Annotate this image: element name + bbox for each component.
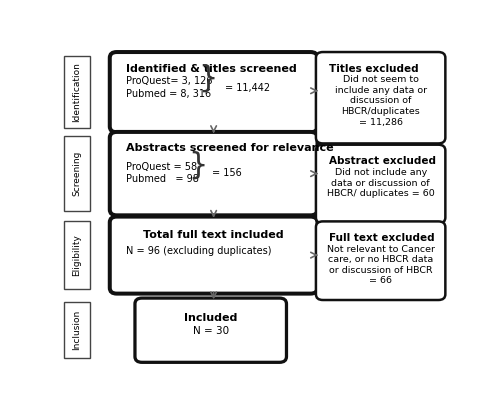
FancyBboxPatch shape (64, 136, 90, 211)
FancyBboxPatch shape (110, 132, 318, 215)
Text: = 11,442: = 11,442 (226, 83, 270, 93)
Text: ProQuest = 58: ProQuest = 58 (126, 161, 198, 172)
Text: Titles excluded: Titles excluded (328, 63, 418, 73)
Text: data or discussion of: data or discussion of (332, 178, 430, 188)
Text: = 156: = 156 (212, 168, 242, 178)
Text: care, or no HBCR data: care, or no HBCR data (328, 255, 434, 264)
FancyBboxPatch shape (316, 52, 446, 144)
Text: Identification: Identification (72, 62, 82, 122)
Text: Abstracts screened for relevance: Abstracts screened for relevance (126, 144, 334, 154)
Text: N = 96 (excluding duplicates): N = 96 (excluding duplicates) (126, 247, 272, 256)
Text: N = 30: N = 30 (192, 326, 229, 336)
Text: Pubmed   = 98: Pubmed = 98 (126, 174, 200, 184)
Text: ProQuest= 3, 126: ProQuest= 3, 126 (126, 76, 213, 86)
Text: Abstract excluded: Abstract excluded (328, 156, 436, 166)
Text: = 11,286: = 11,286 (358, 117, 403, 127)
FancyBboxPatch shape (110, 52, 318, 132)
FancyBboxPatch shape (316, 221, 446, 300)
Text: discussion of: discussion of (350, 96, 412, 105)
Text: Full text excluded: Full text excluded (328, 233, 434, 243)
Text: Inclusion: Inclusion (72, 310, 82, 350)
Text: Not relevant to Cancer: Not relevant to Cancer (326, 245, 434, 254)
FancyBboxPatch shape (135, 298, 286, 362)
Text: HBCR/duplicates: HBCR/duplicates (342, 107, 420, 116)
FancyBboxPatch shape (110, 217, 318, 294)
Text: Screening: Screening (72, 151, 82, 196)
Text: }: } (198, 64, 218, 93)
Text: Did not seem to: Did not seem to (342, 76, 418, 84)
Text: = 66: = 66 (369, 276, 392, 286)
Text: include any data or: include any data or (334, 86, 426, 95)
FancyBboxPatch shape (64, 302, 90, 358)
FancyBboxPatch shape (316, 145, 446, 223)
FancyBboxPatch shape (64, 56, 90, 128)
Text: Identified & titles screened: Identified & titles screened (126, 63, 297, 73)
Text: or discussion of HBCR: or discussion of HBCR (329, 266, 432, 275)
Text: }: } (188, 150, 208, 179)
Text: Pubmed = 8, 316: Pubmed = 8, 316 (126, 89, 212, 99)
Text: Included: Included (184, 313, 238, 323)
Text: Total full text included: Total full text included (144, 230, 284, 240)
Text: Eligibility: Eligibility (72, 234, 82, 276)
FancyBboxPatch shape (64, 221, 90, 290)
Text: HBCR/ duplicates = 60: HBCR/ duplicates = 60 (327, 189, 434, 198)
Text: Did not include any: Did not include any (334, 168, 427, 177)
